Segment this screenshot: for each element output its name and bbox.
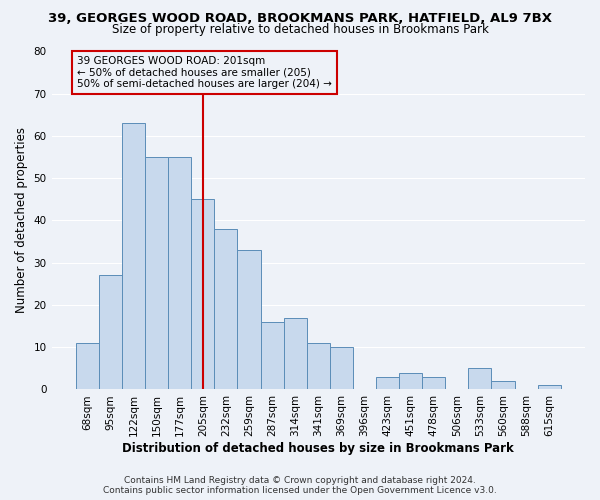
Bar xyxy=(122,124,145,390)
Text: 39, GEORGES WOOD ROAD, BROOKMANS PARK, HATFIELD, AL9 7BX: 39, GEORGES WOOD ROAD, BROOKMANS PARK, H… xyxy=(48,12,552,26)
Bar xyxy=(376,377,399,390)
Bar xyxy=(422,377,445,390)
Bar xyxy=(238,250,260,390)
Bar xyxy=(399,372,422,390)
Bar xyxy=(307,343,330,390)
Text: Contains HM Land Registry data © Crown copyright and database right 2024.
Contai: Contains HM Land Registry data © Crown c… xyxy=(103,476,497,495)
Bar xyxy=(538,385,561,390)
Bar xyxy=(284,318,307,390)
Bar xyxy=(491,381,515,390)
Bar xyxy=(76,343,99,390)
Text: Size of property relative to detached houses in Brookmans Park: Size of property relative to detached ho… xyxy=(112,22,488,36)
Bar xyxy=(330,347,353,390)
X-axis label: Distribution of detached houses by size in Brookmans Park: Distribution of detached houses by size … xyxy=(122,442,514,455)
Bar xyxy=(260,322,284,390)
Text: 39 GEORGES WOOD ROAD: 201sqm
← 50% of detached houses are smaller (205)
50% of s: 39 GEORGES WOOD ROAD: 201sqm ← 50% of de… xyxy=(77,56,332,89)
Bar xyxy=(145,157,168,390)
Bar xyxy=(469,368,491,390)
Bar xyxy=(214,229,238,390)
Bar xyxy=(168,157,191,390)
Bar xyxy=(99,276,122,390)
Bar xyxy=(191,200,214,390)
Y-axis label: Number of detached properties: Number of detached properties xyxy=(15,128,28,314)
